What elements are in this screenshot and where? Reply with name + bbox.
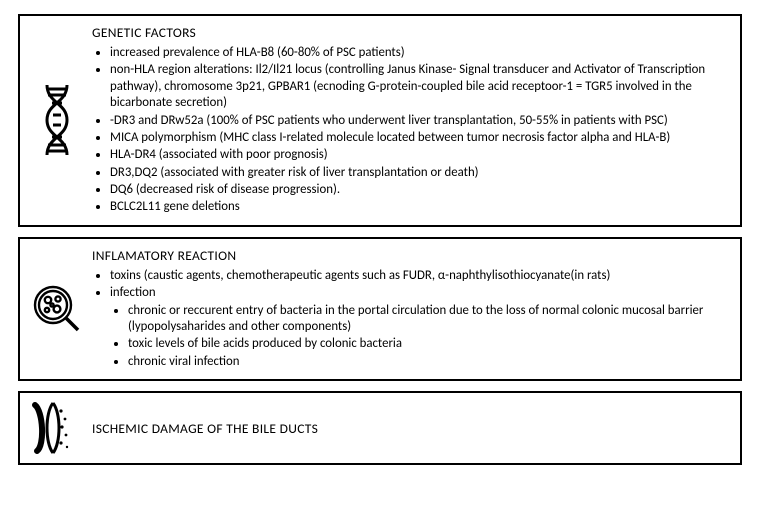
- list-item: toxic levels of bile acids produced by c…: [128, 336, 730, 352]
- panel-genetic-title: GENETIC FACTORS: [92, 24, 730, 41]
- genetic-list: increased prevalence of HLA-B8 (60-80% o…: [92, 45, 730, 216]
- panel-inflammatory-reaction: INFLAMATORY REACTION toxins (caustic age…: [18, 237, 742, 381]
- panel-inflam-body: INFLAMATORY REACTION toxins (caustic age…: [86, 247, 730, 371]
- list-item: MICA polymorphism (MHC class I-related m…: [110, 130, 730, 146]
- list-item: BCLC2L11 gene deletions: [110, 199, 730, 215]
- list-item: DQ6 (decreased risk of disease progressi…: [110, 182, 730, 198]
- panel-ischemic-title: ISCHEMIC DAMAGE OF THE BILE DUCTS: [92, 420, 730, 437]
- vessel-damage-icon: [28, 401, 86, 455]
- panel-ischemic-body: ISCHEMIC DAMAGE OF THE BILE DUCTS: [86, 420, 730, 437]
- panel-genetic-factors: GENETIC FACTORS increased prevalence of …: [18, 14, 742, 227]
- dna-icon: [28, 83, 86, 157]
- inflam-sublist: chronic or reccurent entry of bacteria i…: [110, 303, 730, 371]
- page-root: GENETIC FACTORS increased prevalence of …: [0, 0, 760, 521]
- list-item: chronic or reccurent entry of bacteria i…: [128, 303, 730, 336]
- list-item: -DR3 and DRw52a (100% of PSC patients wh…: [110, 113, 730, 129]
- list-item: increased prevalence of HLA-B8 (60-80% o…: [110, 45, 730, 61]
- list-item: toxins (caustic agents, chemotherapeutic…: [110, 268, 730, 284]
- petri-dish-icon: [28, 283, 86, 335]
- inflam-list: toxins (caustic agents, chemotherapeutic…: [92, 268, 730, 370]
- list-item: chronic viral infection: [128, 354, 730, 370]
- list-item: non-HLA region alterations: Il2/Il21 loc…: [110, 62, 730, 111]
- list-item: HLA-DR4 (associated with poor prognosis): [110, 147, 730, 163]
- panel-ischemic-damage: ISCHEMIC DAMAGE OF THE BILE DUCTS: [18, 391, 742, 465]
- panel-genetic-body: GENETIC FACTORS increased prevalence of …: [86, 24, 730, 217]
- panel-inflam-title: INFLAMATORY REACTION: [92, 247, 730, 264]
- list-item: DR3,DQ2 (associated with greater risk of…: [110, 165, 730, 181]
- list-item: infection: [110, 285, 730, 301]
